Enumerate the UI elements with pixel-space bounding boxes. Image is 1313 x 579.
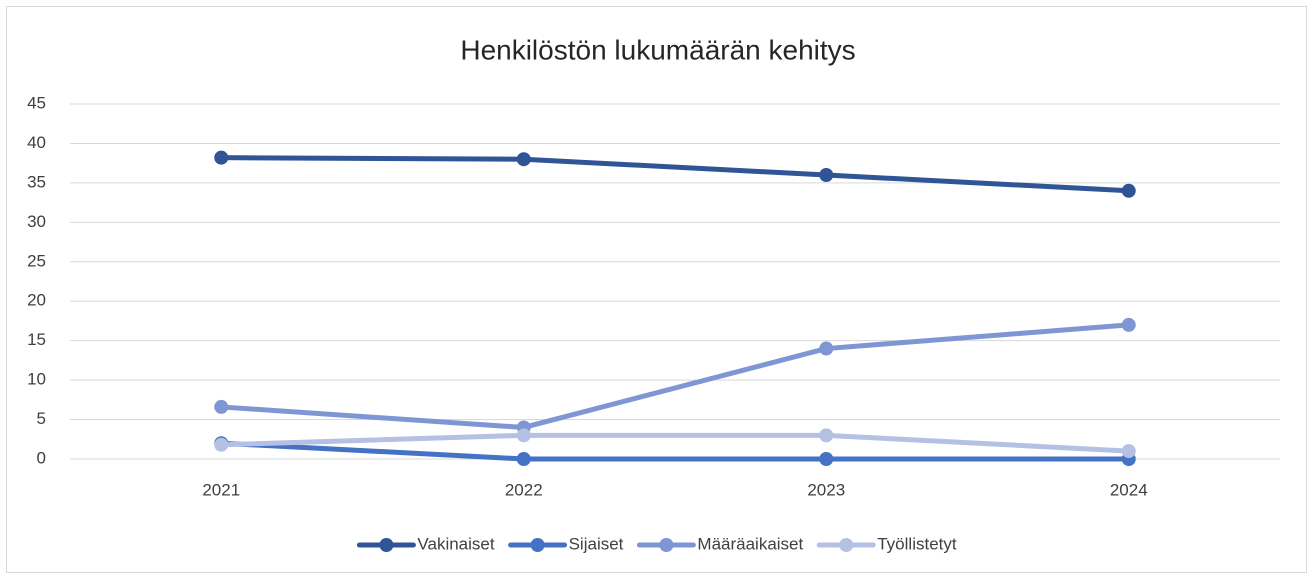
legend-marker (839, 538, 854, 552)
point (819, 428, 834, 443)
point (819, 341, 834, 356)
x-tick-label: 2024 (1110, 480, 1148, 499)
legend-label: Määräaikaiset (697, 534, 803, 553)
y-tick-label: 35 (27, 172, 46, 191)
legend-marker (659, 538, 674, 552)
series-line (218, 440, 1132, 462)
y-tick-label: 25 (27, 251, 46, 270)
point (1121, 183, 1136, 198)
point (516, 428, 531, 443)
y-tick-label: 0 (37, 448, 46, 467)
y-tick-label: 30 (27, 212, 46, 231)
point (1121, 317, 1136, 332)
legend-marker (379, 538, 394, 552)
point (516, 452, 531, 466)
x-tick-label: 2022 (505, 480, 543, 499)
legend-marker (530, 538, 545, 552)
point (214, 399, 229, 414)
point (214, 437, 229, 452)
series-line (218, 155, 1132, 194)
point (516, 152, 531, 167)
y-tick-label: 5 (37, 409, 46, 428)
point (214, 150, 229, 165)
y-tick-label: 15 (27, 330, 46, 349)
y-tick-label: 10 (27, 370, 46, 389)
chart-border (6, 6, 1307, 573)
point (1121, 444, 1136, 459)
point (819, 168, 834, 182)
legend-label: Sijaiset (569, 534, 624, 553)
chart-title: Henkilöstön lukumäärän kehitys (460, 34, 855, 65)
legend-label: Työllistetyt (877, 534, 957, 553)
x-tick-label: 2021 (202, 480, 240, 499)
y-tick-label: 40 (27, 133, 46, 152)
y-tick-label: 45 (27, 93, 46, 112)
series-line (218, 322, 1132, 430)
y-tick-label: 20 (27, 291, 46, 310)
series-line (218, 432, 1132, 454)
x-tick-label: 2023 (807, 480, 845, 499)
legend-label: Vakinaiset (417, 534, 494, 553)
point (819, 452, 834, 466)
